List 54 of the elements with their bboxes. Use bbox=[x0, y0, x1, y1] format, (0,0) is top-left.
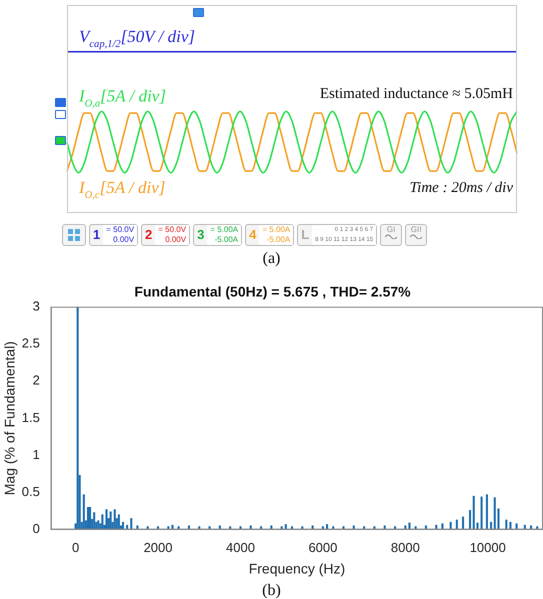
text: 3 bbox=[196, 226, 206, 244]
x-axis-title: Frequency (Hz) bbox=[248, 560, 346, 576]
bar bbox=[89, 506, 92, 530]
annotation: Time : 20ms / div bbox=[410, 180, 514, 196]
text: 1 bbox=[92, 226, 102, 244]
chart-title: Fundamental (50Hz) = 5.675 , THD= 2.57% bbox=[134, 283, 412, 300]
text: 0.00V bbox=[164, 235, 186, 245]
x-tick-label: 10000 bbox=[470, 540, 506, 555]
text: = 50.0V bbox=[158, 225, 186, 235]
text: (a) bbox=[262, 250, 282, 268]
text: GI bbox=[386, 225, 396, 234]
text: L bbox=[300, 226, 310, 244]
bar bbox=[76, 306, 79, 530]
bar bbox=[486, 494, 488, 530]
text: -5.00A bbox=[214, 235, 238, 245]
text: = 50.0V bbox=[106, 225, 134, 235]
bar bbox=[462, 516, 464, 530]
bar bbox=[110, 511, 112, 530]
bar bbox=[101, 514, 104, 530]
text: (b) bbox=[261, 582, 282, 599]
y-tick-label: 0 bbox=[32, 521, 40, 536]
y-tick-label: 0.5 bbox=[22, 484, 40, 500]
y-tick-label: 2.5 bbox=[22, 336, 40, 351]
x-tick-label: 0 bbox=[72, 540, 80, 555]
bar bbox=[384, 526, 386, 530]
bar bbox=[118, 514, 120, 530]
bar bbox=[472, 496, 475, 530]
y-axis-title: Mag (% of Fundamental) bbox=[1, 341, 18, 496]
text: = 5.00A bbox=[262, 225, 290, 235]
text: = 5.00A bbox=[210, 225, 238, 235]
bar bbox=[86, 506, 89, 530]
text: -5.00A bbox=[266, 235, 290, 245]
y-tick-label: 3 bbox=[32, 298, 40, 314]
bar bbox=[93, 512, 96, 530]
bar bbox=[82, 494, 85, 530]
text: 0.00V bbox=[112, 235, 134, 245]
x-tick-label: 8000 bbox=[390, 540, 420, 555]
bar bbox=[494, 497, 496, 530]
x-tick-label: 2000 bbox=[144, 540, 172, 555]
annotation: Estimated inductance ≈ 5.05mH bbox=[320, 86, 514, 102]
bar bbox=[480, 496, 483, 530]
y-tick-label: 1 bbox=[32, 446, 40, 462]
bar bbox=[250, 526, 252, 530]
text: GII bbox=[410, 225, 422, 234]
bar bbox=[130, 518, 132, 530]
x-tick-label: 4000 bbox=[226, 540, 255, 555]
text: 2 bbox=[144, 226, 154, 244]
bar bbox=[114, 509, 116, 530]
x-tick-label: 6000 bbox=[308, 540, 338, 555]
text: 4 bbox=[248, 226, 258, 244]
bar bbox=[105, 509, 108, 530]
bar bbox=[435, 524, 438, 530]
y-tick-label: 2 bbox=[32, 372, 40, 388]
y-tick-label: 1.5 bbox=[22, 410, 40, 425]
